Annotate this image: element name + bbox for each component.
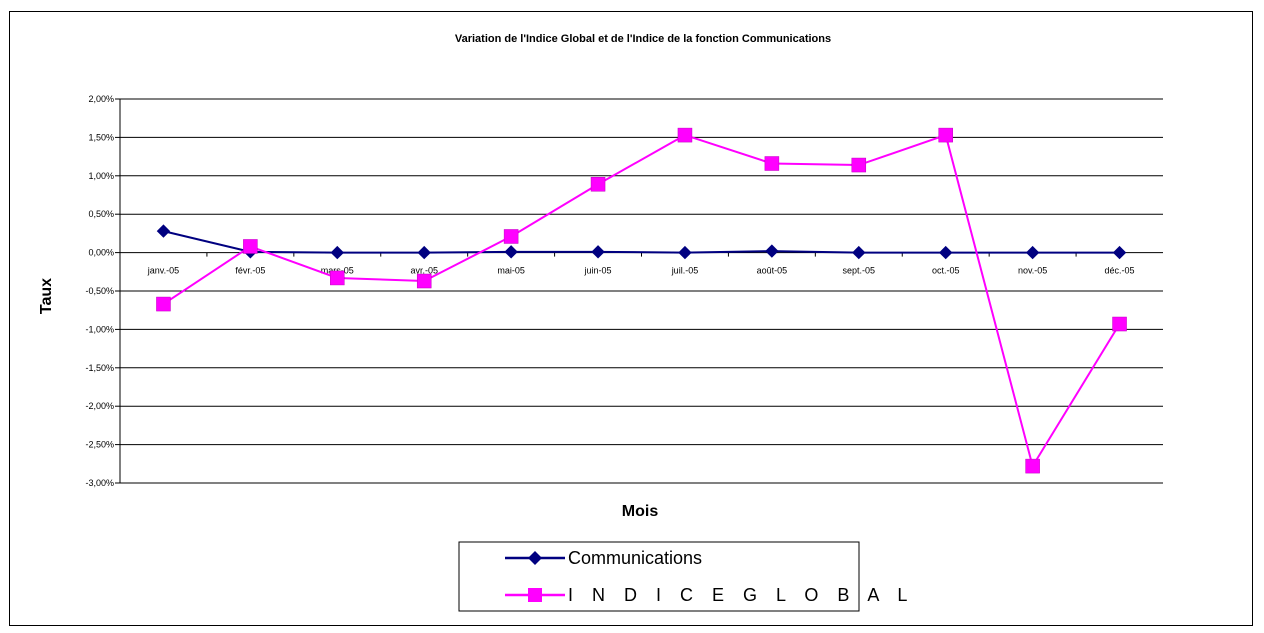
legend: Communications I N D I C E G L O B A L (458, 541, 914, 612)
x-tick-label: nov.-05 (1018, 266, 1047, 276)
legend-item-communications: Communications (505, 548, 702, 568)
x-tick-label: oct.-05 (932, 266, 960, 276)
data-point (851, 157, 867, 173)
y-tick-label: 2,00% (88, 94, 114, 104)
data-point (330, 245, 344, 260)
chart-title: Variation de l'Indice Global et de l'Ind… (455, 33, 831, 45)
data-point (416, 273, 432, 289)
gridlines (119, 98, 1163, 484)
data-point (1112, 316, 1127, 332)
legend-label-communications: Communications (568, 548, 702, 568)
data-point (417, 245, 431, 260)
x-axis-ticks: janv.-05 févr.-05 mars-05 avr.-05 mai-05 juin… (119, 252, 1135, 276)
data-point (243, 239, 258, 254)
data-point (590, 176, 606, 192)
y-tick-label: -2,00% (85, 401, 114, 411)
x-tick-label: févr.-05 (235, 266, 265, 276)
y-tick-label: 0,00% (88, 248, 114, 258)
data-point (503, 229, 519, 244)
legend-item-indice-global: I N D I C E G L O B A L (505, 585, 914, 605)
y-tick-label: -1,00% (85, 324, 114, 334)
legend-label-indice-global: I N D I C E G L O B A L (568, 585, 914, 605)
series-line (163, 230, 1120, 254)
y-axis-title: Taux (38, 278, 55, 314)
data-point (1112, 245, 1127, 260)
y-tick-label: 0,50% (88, 209, 114, 219)
series-line (162, 133, 1121, 469)
y-tick-label: 1,50% (88, 132, 114, 142)
y-tick-label: -0,50% (85, 286, 114, 296)
x-tick-label: août-05 (757, 266, 788, 276)
y-tick-label: -2,50% (85, 440, 114, 450)
data-point (1025, 245, 1040, 260)
data-point (677, 127, 693, 143)
data-point (939, 245, 953, 260)
x-tick-label: déc.-05 (1105, 266, 1135, 276)
line-chart: Variation de l'Indice Global et de l'Ind… (38, 33, 1163, 612)
series-communications (156, 224, 1127, 260)
x-tick-label: juil.-05 (671, 266, 699, 276)
y-axis-ticks: 2,00% 1,50% 1,00% 0,50% 0,00% -0,50% -1,00% -1,… (85, 94, 120, 488)
data-point (330, 270, 345, 286)
data-point (852, 245, 866, 260)
data-point (591, 245, 605, 259)
y-tick-label: 1,00% (88, 171, 114, 181)
legend-marker-indice-global (528, 588, 542, 602)
x-tick-label: juin-05 (584, 266, 612, 276)
legend-box (458, 541, 860, 612)
x-axis-title: Mois (622, 503, 659, 520)
data-point (764, 156, 780, 171)
x-tick-label: janv.-05 (147, 266, 179, 276)
chart-frame: Variation de l'Indice Global et de l'Ind… (9, 11, 1253, 626)
data-point (156, 296, 171, 312)
data-point (504, 245, 518, 259)
data-point (678, 245, 692, 260)
x-tick-label: avr.-05 (410, 266, 438, 276)
y-tick-label: -3,00% (85, 478, 114, 488)
series-layer (156, 127, 1127, 474)
data-point (765, 244, 779, 258)
y-tick-label: -1,50% (85, 363, 114, 373)
x-tick-label: mars-05 (321, 266, 354, 276)
data-point (156, 224, 171, 238)
data-point (938, 127, 953, 143)
legend-marker-communications (528, 551, 542, 565)
series-indice-global (156, 127, 1127, 474)
x-tick-label: mai-05 (497, 266, 525, 276)
data-point (1025, 458, 1040, 474)
x-tick-label: sept.-05 (843, 266, 876, 276)
